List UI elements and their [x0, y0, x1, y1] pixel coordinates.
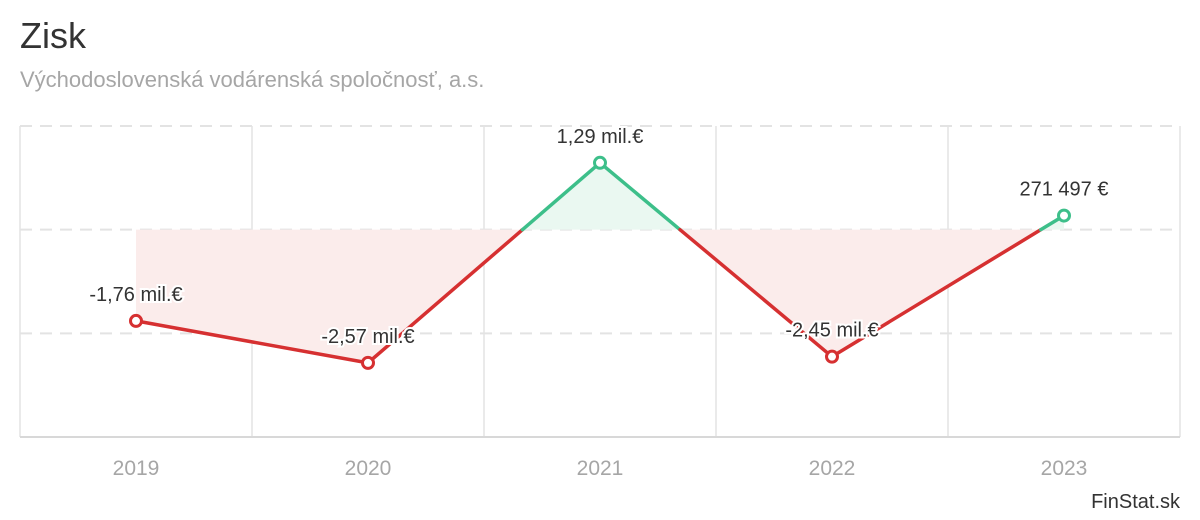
x-tick-label-2021: 2021 — [577, 457, 624, 480]
data-point-2019 — [129, 313, 143, 328]
chart-title: Zisk — [20, 15, 86, 56]
data-label-2019: -1,76 mil.€ — [89, 284, 182, 306]
x-tick-label-2020: 2020 — [345, 457, 392, 480]
line-segment-negative — [678, 227, 834, 359]
line-segment-negative — [134, 319, 370, 365]
data-label-2023: 271 497 € — [1020, 179, 1109, 201]
data-point-2023 — [1057, 208, 1071, 223]
data-point-2021 — [593, 155, 607, 170]
x-tick-label-2019: 2019 — [113, 457, 160, 480]
line-segment-negative — [366, 227, 525, 365]
line-segment-positive — [598, 161, 682, 232]
area-negative — [136, 229, 368, 363]
x-tick-label-2022: 2022 — [809, 457, 856, 480]
data-label-2021: 1,29 mil.€ — [557, 126, 644, 148]
data-label-2020: -2,57 mil.€ — [321, 326, 414, 348]
data-point-2020 — [361, 355, 375, 370]
line-segment-positive — [520, 161, 602, 232]
finstat-credit[interactable]: FinStat.sk — [1091, 491, 1180, 513]
data-label-2022: -2,45 mil.€ — [785, 320, 878, 342]
x-tick-label-2023: 2023 — [1041, 457, 1088, 480]
chart-subtitle: Východoslovenská vodárenská spoločnosť, … — [20, 67, 485, 92]
data-point-2022 — [825, 349, 839, 364]
line-segment-negative — [830, 227, 1043, 359]
